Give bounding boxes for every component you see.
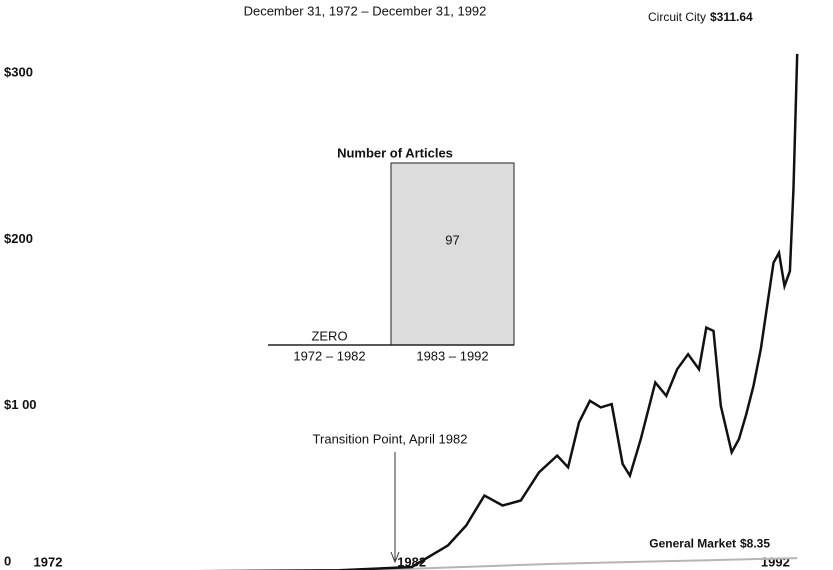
x-tick-label: 1972 — [34, 554, 63, 569]
series-name: Circuit City — [648, 10, 706, 24]
inset-category: 1983 – 1992 — [416, 348, 488, 363]
x-tick-label: 1982 — [397, 554, 426, 569]
inset-bar — [390, 162, 515, 346]
inset-value-label: 97 — [445, 233, 459, 248]
y-tick-label: 0 — [4, 553, 11, 568]
y-tick-label: $300 — [4, 65, 33, 80]
series-end-label: $8.35 — [740, 536, 770, 550]
series-end-label: $311.64 — [710, 10, 753, 24]
arrow-head — [390, 551, 400, 564]
inset-category: 1972 – 1982 — [293, 348, 365, 363]
inset-title: Number of Articles — [337, 145, 453, 160]
y-tick-label: $200 — [4, 231, 33, 246]
inset-value-label: ZERO — [311, 328, 347, 343]
subtitle: December 31, 1972 – December 31, 1992 — [244, 3, 487, 18]
series-line — [184, 53, 799, 570]
y-tick-label: $1 00 — [4, 397, 37, 412]
annotation: Transition Point, April 1982 — [313, 431, 468, 446]
series-line — [225, 557, 798, 570]
series-name: General Market — [649, 536, 736, 550]
x-tick-label: 1992 — [761, 554, 790, 569]
